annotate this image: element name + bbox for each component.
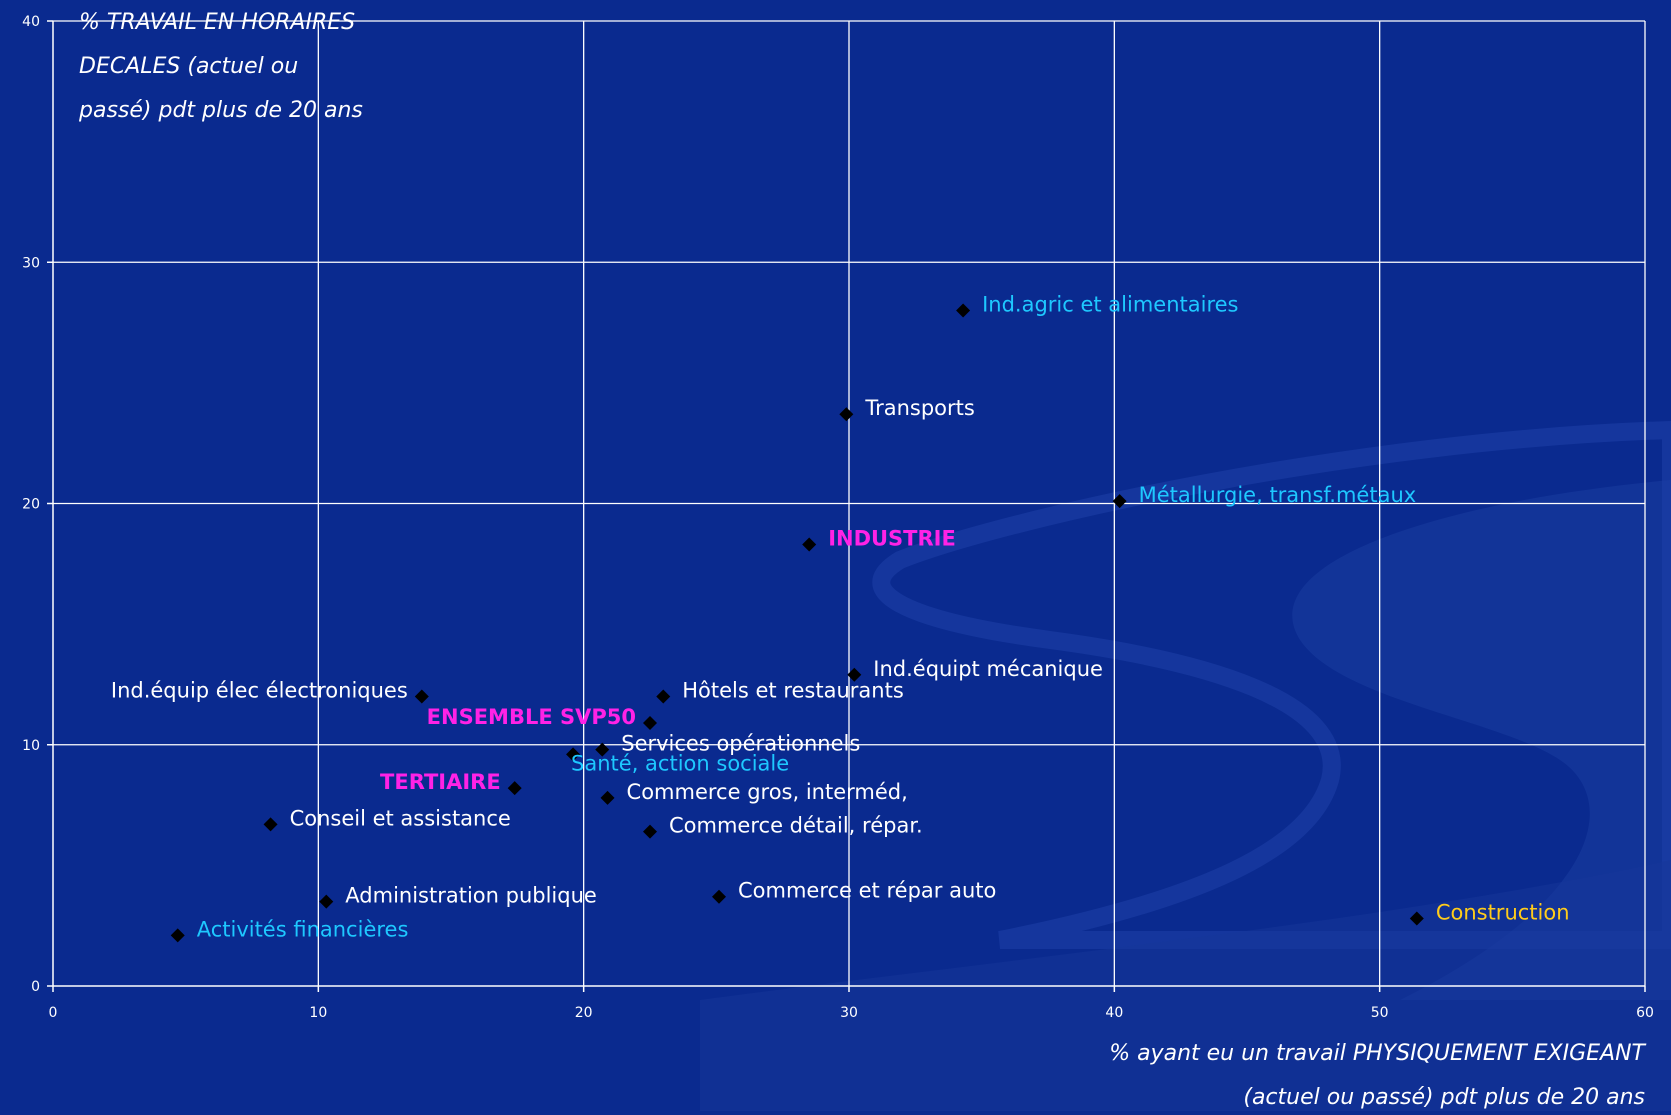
y-tick-label: 40: [22, 14, 40, 30]
y-tick-labels: 0 10 20 30 40: [22, 14, 40, 995]
data-point-marker: [656, 689, 671, 704]
x-tick-labels: 0 10 20 30 40 50 60: [49, 1005, 1654, 1021]
y-tick-label: 20: [22, 497, 40, 513]
data-point-label: Commerce et répar auto: [738, 879, 996, 903]
data-point-label: Conseil et assistance: [290, 806, 511, 830]
data-point-label: Ind.équip élec électroniques: [111, 679, 408, 703]
data-point-label: Métallurgie, transf.métaux: [1139, 483, 1417, 507]
x-tick-label: 40: [1105, 1005, 1123, 1021]
data-point-marker: [595, 742, 610, 757]
data-point-marker: [1409, 911, 1424, 926]
x-tick-label: 60: [1636, 1005, 1654, 1021]
data-point-label: INDUSTRIE: [828, 527, 956, 551]
data-points: Ind.agric et alimentaires Transports Métal…: [111, 293, 1570, 943]
y-axis-title-line: passé) pdt plus de 20 ans: [78, 98, 363, 123]
y-axis-title-line: % TRAVAIL EN HORAIRES: [79, 10, 355, 35]
x-axis-title-line: (actuel ou passé) pdt plus de 20 ans: [1243, 1085, 1645, 1110]
data-point-label: Santé, action sociale: [571, 751, 789, 775]
data-point-marker: [600, 790, 615, 805]
x-axis-title: % ayant eu un travail PHYSIQUEMENT EXIGE…: [1109, 1041, 1646, 1110]
data-point-marker: [643, 824, 657, 839]
y-tick-label: 0: [31, 979, 40, 995]
data-point-marker: [643, 716, 657, 731]
data-point-label: Transports: [864, 396, 974, 420]
data-point-label: Ind.équipt mécanique: [873, 657, 1103, 681]
data-point-label: Hôtels et restaurants: [682, 679, 904, 703]
data-point-marker: [319, 894, 334, 909]
y-tick-label: 10: [22, 738, 40, 754]
data-point-marker: [170, 928, 185, 943]
data-point-marker: [839, 407, 854, 422]
data-point-marker: [414, 689, 429, 704]
data-point-marker: [566, 747, 581, 762]
y-axis-title: % TRAVAIL EN HORAIRES DECALES (actuel ou p…: [78, 10, 363, 123]
data-point-label: Construction: [1436, 900, 1570, 924]
x-axis-title-line: % ayant eu un travail PHYSIQUEMENT EXIGE…: [1109, 1041, 1646, 1066]
data-point-label: Activités financières: [197, 917, 409, 941]
axes: [47, 20, 1646, 992]
data-point-marker: [711, 889, 726, 904]
data-point-marker: [507, 781, 522, 796]
data-point-label: TERTIAIRE: [380, 770, 501, 794]
x-tick-label: 30: [840, 1005, 858, 1021]
data-point-label: Administration publique: [345, 884, 597, 908]
data-point-marker: [263, 817, 278, 832]
data-point-label: Services opérationnels: [621, 732, 860, 756]
data-point-marker: [1112, 494, 1127, 509]
x-tick-label: 0: [49, 1005, 58, 1021]
data-point-label: Commerce détail, répar.: [669, 814, 923, 838]
x-tick-label: 10: [309, 1005, 327, 1021]
data-point-label: ENSEMBLE SVP50: [427, 705, 636, 729]
data-point-label: Commerce gros, interméd,: [627, 780, 908, 804]
data-point-label: Ind.agric et alimentaires: [982, 293, 1238, 317]
data-point-marker: [847, 667, 862, 682]
y-tick-label: 30: [22, 255, 40, 271]
x-tick-label: 50: [1371, 1005, 1389, 1021]
data-point-marker: [802, 537, 817, 552]
swoosh-stroke: [872, 420, 1671, 949]
x-tick-label: 20: [575, 1005, 593, 1021]
swoosh-shape: [1292, 480, 1671, 1000]
grid-lines: [53, 20, 1646, 986]
y-axis-title-line: DECALES (actuel ou: [79, 54, 298, 79]
data-point-marker: [956, 303, 971, 318]
